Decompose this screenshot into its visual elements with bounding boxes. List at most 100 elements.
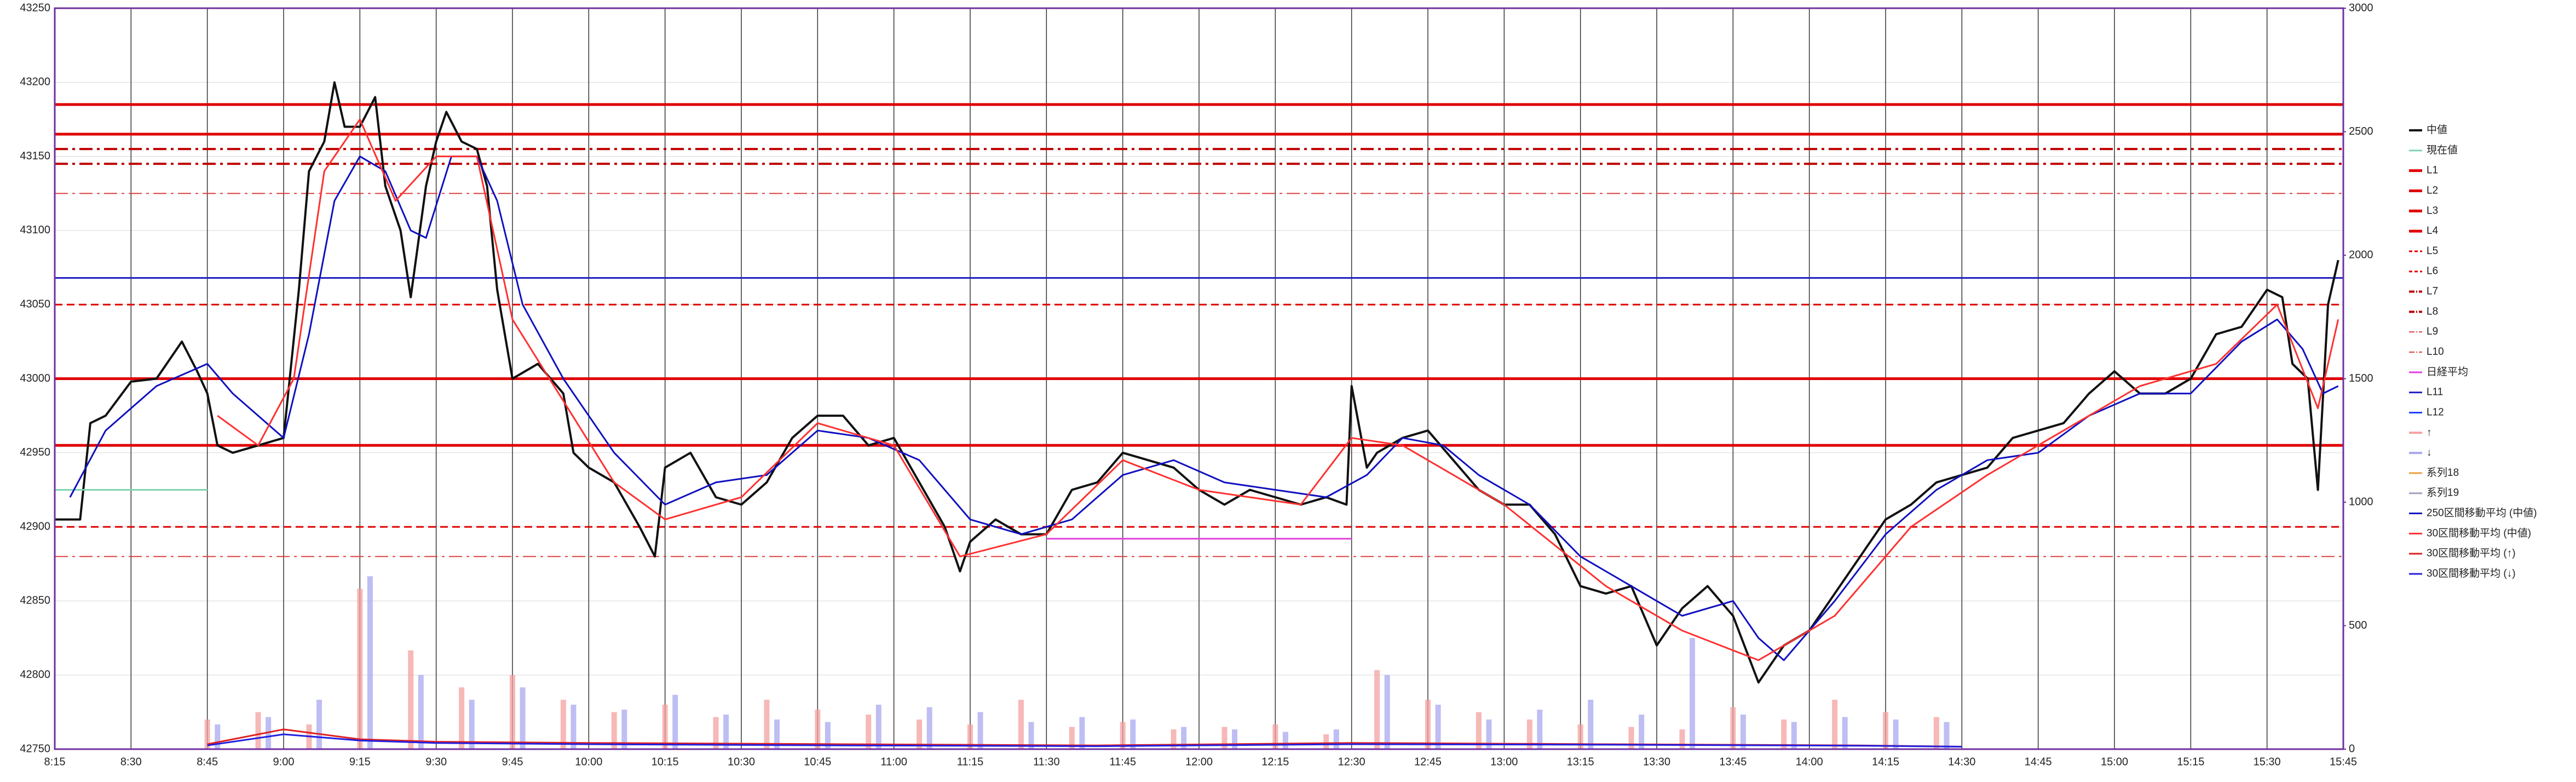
x-tick-label: 11:15 — [957, 756, 984, 768]
legend-label: L7 — [2427, 286, 2438, 297]
x-tick-label: 15:15 — [2177, 756, 2204, 768]
volume-bar — [1374, 670, 1380, 749]
volume-bar — [1069, 727, 1075, 749]
x-tick-label: 11:30 — [1033, 756, 1060, 768]
y-tick-label: 43000 — [20, 372, 50, 384]
volume-bar — [204, 719, 210, 749]
y-tick-label: 43150 — [20, 150, 50, 162]
volume-bar — [1740, 714, 1746, 749]
x-tick-label: 15:45 — [2330, 756, 2357, 768]
x-tick-label: 9:00 — [273, 756, 295, 768]
volume-bar — [1282, 732, 1288, 749]
legend-label: L3 — [2427, 205, 2438, 216]
volume-bar — [1425, 699, 1431, 749]
volume-bar — [1171, 729, 1177, 749]
volume-bar — [1690, 638, 1696, 749]
y-tick-label: 42900 — [20, 520, 50, 532]
legend-label: L6 — [2427, 266, 2438, 277]
legend-label: L5 — [2427, 245, 2438, 257]
x-tick-label: 13:45 — [1719, 756, 1747, 768]
series-line — [55, 81, 2339, 684]
y-tick-label: 43200 — [20, 76, 50, 88]
y2-tick-label: 1500 — [2349, 372, 2373, 384]
volume-bar — [469, 699, 475, 749]
volume-bar — [1639, 714, 1645, 749]
y2-tick-label: 1000 — [2349, 496, 2373, 508]
volume-bar — [1944, 722, 1950, 749]
legend-label: 現在値 — [2427, 144, 2458, 156]
x-tick-label: 10:15 — [652, 756, 679, 768]
volume-bar — [815, 709, 821, 749]
volume-bar — [1221, 727, 1228, 749]
legend-label: L4 — [2427, 225, 2439, 237]
volume-bar — [1730, 707, 1736, 749]
x-tick-label: 12:00 — [1185, 756, 1213, 768]
volume-bar — [408, 650, 414, 749]
y-tick-label: 43250 — [20, 2, 50, 14]
x-tick-label: 14:45 — [2025, 756, 2052, 768]
legend-label: 30区間移動平均 (↑) — [2427, 547, 2516, 559]
plot — [55, 81, 2343, 749]
x-tick-label: 12:15 — [1261, 756, 1289, 768]
volume-bar — [1628, 727, 1634, 749]
volume-bar — [1028, 722, 1034, 749]
legend-label: ↓ — [2427, 447, 2432, 458]
y-tick-label: 42950 — [20, 446, 50, 458]
y2-tick-label: 0 — [2349, 743, 2355, 755]
x-tick-label: 11:45 — [1109, 756, 1136, 768]
volume-bar — [825, 722, 831, 749]
volume-bar — [418, 675, 424, 749]
volume-bar — [764, 699, 770, 749]
volume-bar — [967, 724, 973, 749]
volume-bar — [459, 687, 465, 749]
volume-bar — [774, 719, 780, 749]
volume-bar — [1526, 719, 1532, 749]
x-tick-label: 8:15 — [44, 756, 66, 768]
legend-label: 30区間移動平均 (↓) — [2427, 567, 2516, 579]
x-tick-label: 10:30 — [728, 756, 755, 768]
x-tick-label: 14:00 — [1796, 756, 1823, 768]
legend-label: L12 — [2427, 406, 2444, 418]
volume-bar — [611, 712, 617, 749]
volume-bar — [1120, 722, 1126, 749]
volume-bar — [672, 694, 678, 749]
x-tick-label: 14:15 — [1872, 756, 1899, 768]
legend-label: 系列19 — [2427, 487, 2459, 499]
volume-bar — [215, 724, 221, 749]
legend-label: L8 — [2427, 306, 2438, 317]
volume-bar — [1883, 712, 1888, 749]
volume-bar — [1130, 719, 1136, 749]
volume-bar — [1018, 699, 1024, 749]
volume-bar — [713, 717, 719, 749]
volume-bar — [1476, 712, 1482, 749]
y2-tick-label: 500 — [2349, 619, 2367, 631]
legend-label: 250区間移動平均 (中値) — [2427, 507, 2537, 519]
volume-bar — [621, 709, 627, 749]
x-tick-label: 12:30 — [1338, 756, 1365, 768]
volume-bar — [875, 704, 881, 749]
volume-bar — [1781, 719, 1787, 749]
x-tick-label: 15:00 — [2101, 756, 2128, 768]
legend-label: L11 — [2427, 387, 2443, 398]
volume-bar — [1791, 722, 1797, 749]
volume-bar — [1181, 727, 1187, 749]
y-tick-label: 43050 — [20, 298, 50, 310]
volume-bar — [1435, 704, 1441, 749]
volume-bar — [570, 704, 577, 749]
x-tick-label: 9:30 — [425, 756, 447, 768]
volume-bar — [1384, 675, 1390, 749]
x-tick-label: 13:30 — [1643, 756, 1670, 768]
y2-tick-label: 2500 — [2349, 125, 2373, 137]
legend-label: ↑ — [2427, 427, 2432, 438]
x-tick-label: 14:30 — [1948, 756, 1975, 768]
x-tick-label: 10:45 — [804, 756, 831, 768]
y-tick-label: 43100 — [20, 224, 50, 236]
legend-label: 30区間移動平均 (中値) — [2427, 527, 2531, 539]
volume-bar — [662, 704, 668, 749]
volume-bar — [510, 675, 515, 749]
y-tick-label: 42750 — [20, 743, 50, 755]
volume-bar — [723, 714, 729, 749]
volume-bar — [1323, 734, 1329, 749]
